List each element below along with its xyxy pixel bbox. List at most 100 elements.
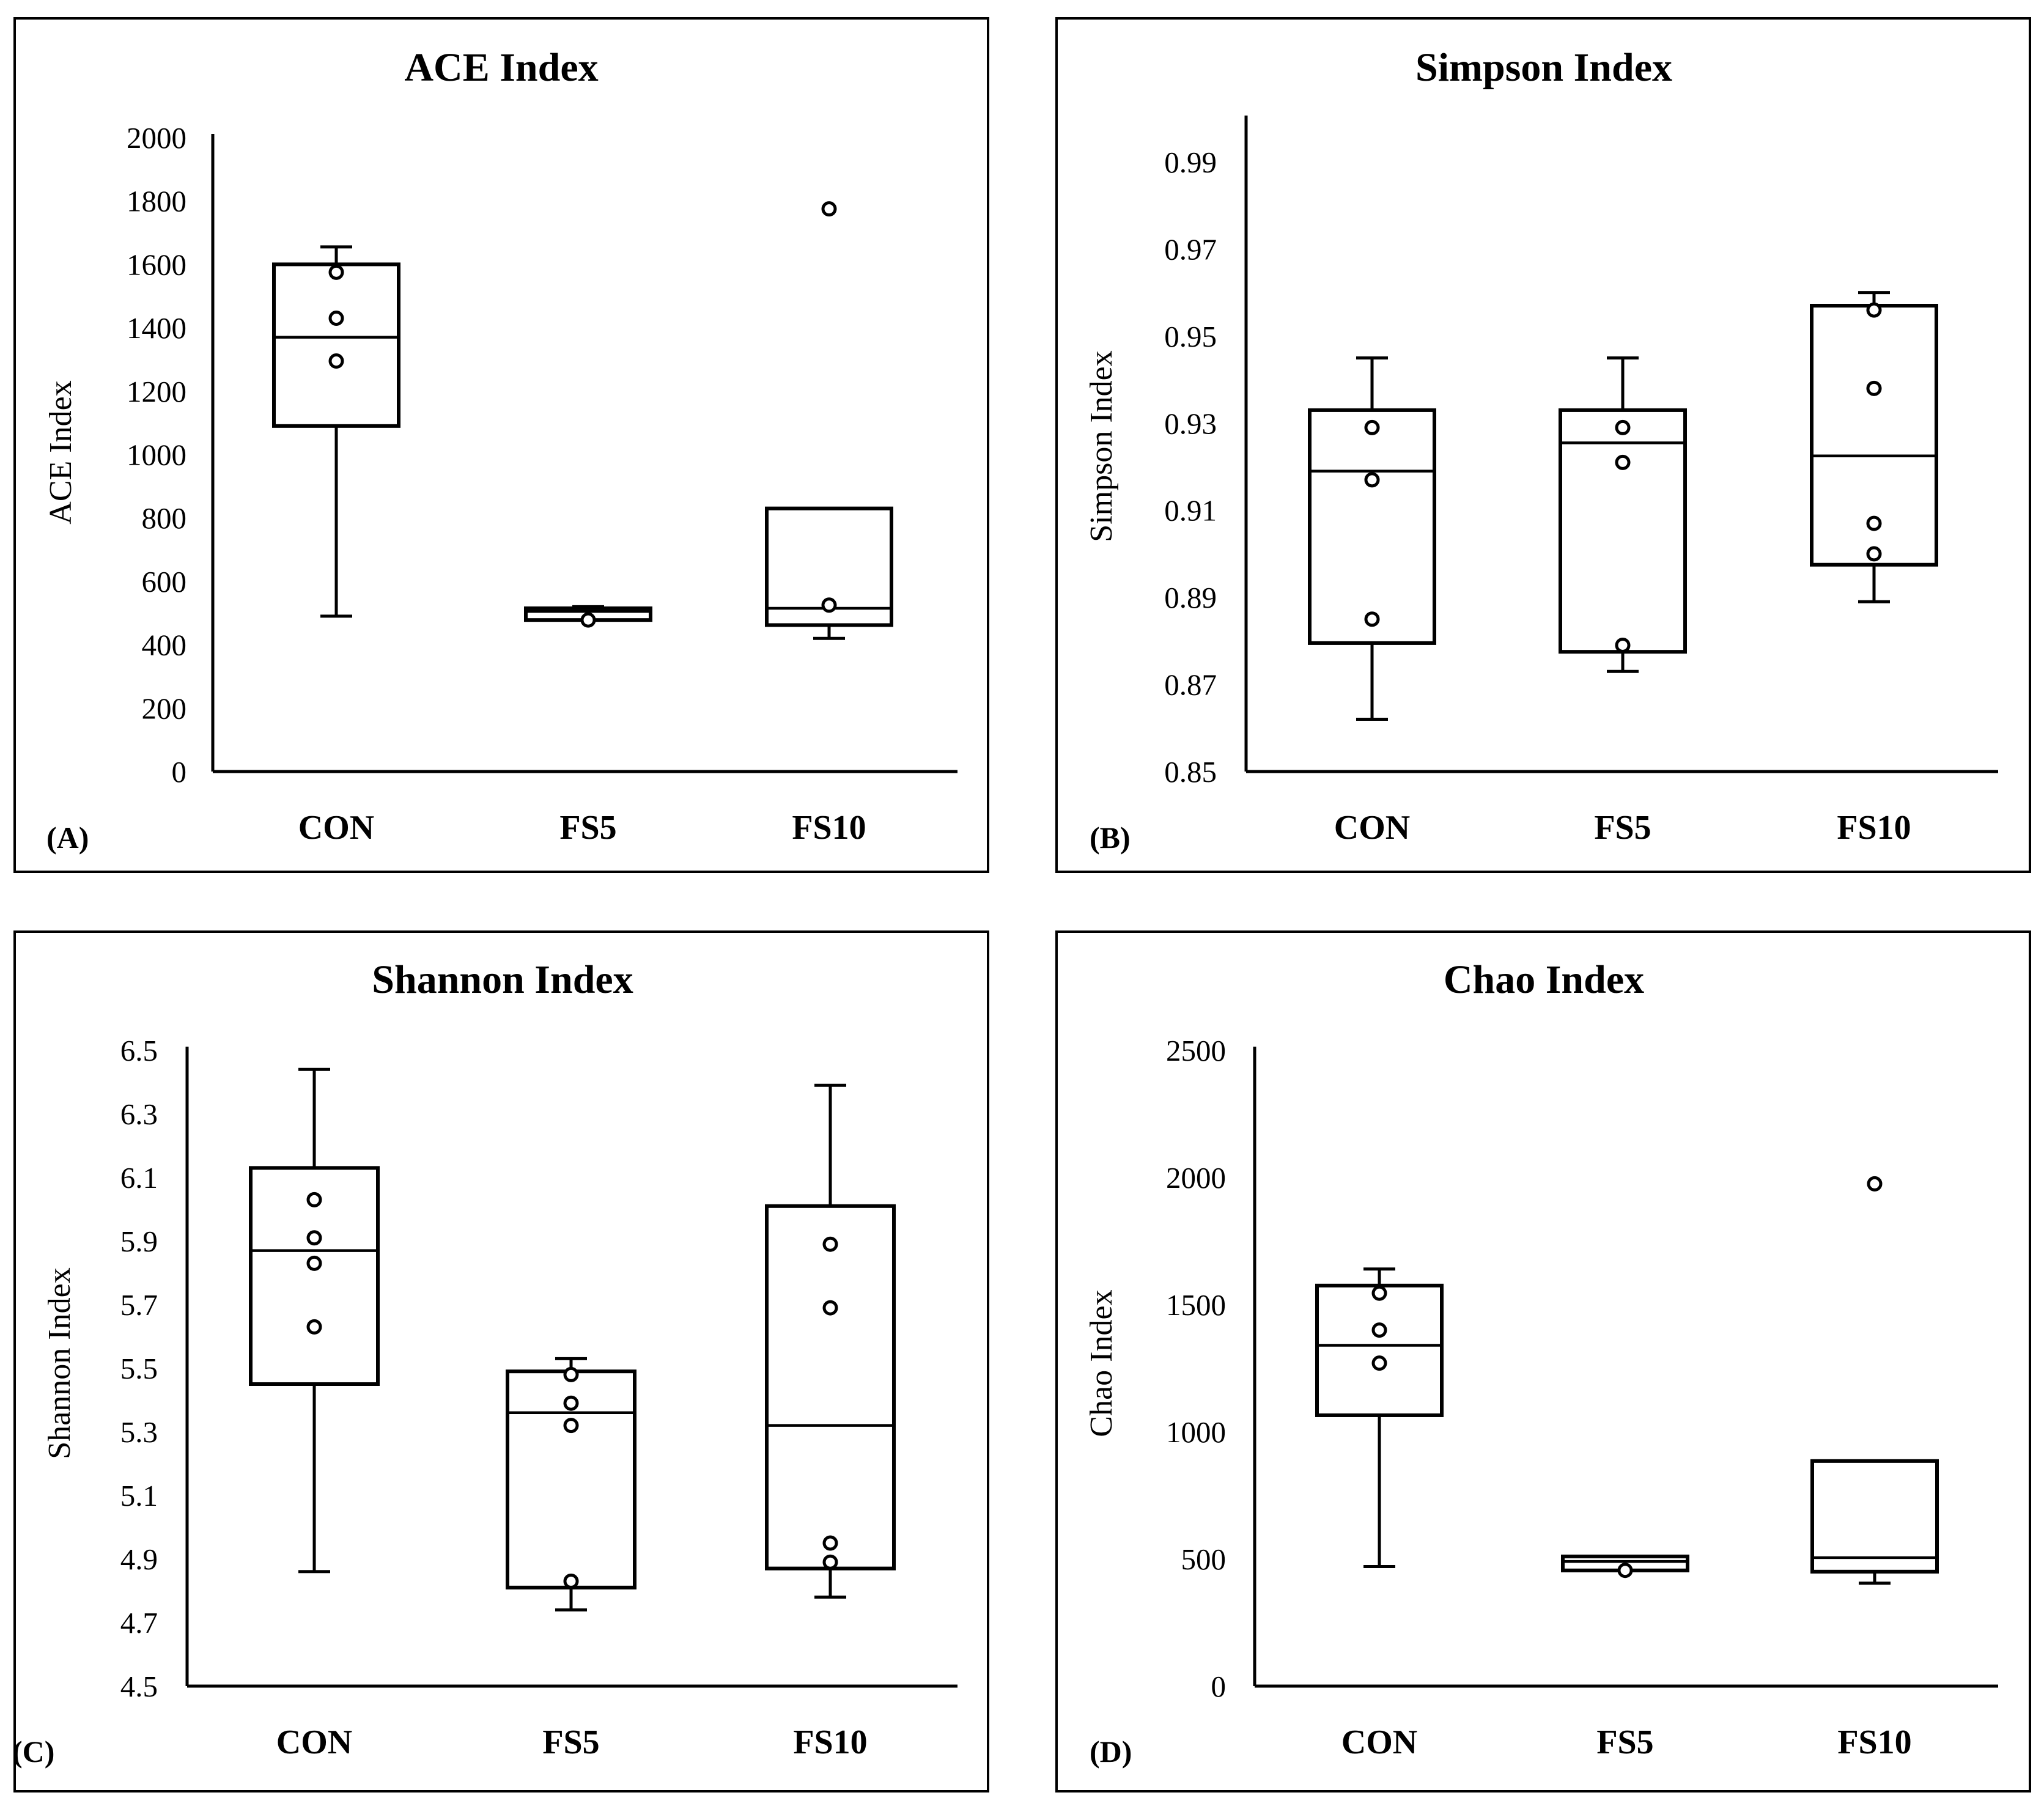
y-tick-label: 1000 [127, 438, 186, 472]
y-tick-label: 5.5 [120, 1352, 158, 1385]
data-point [328, 353, 344, 369]
y-tick-label: 0.97 [1164, 232, 1217, 266]
y-tick-label: 6.3 [120, 1097, 158, 1131]
data-point [1364, 611, 1380, 627]
panel-ace: ACE Index ACE Index (A) 0 200 400 600 800 100… [13, 17, 989, 873]
y-tick-label: 1000 [1166, 1415, 1226, 1449]
data-point [563, 1366, 579, 1382]
y-tick-label: 5.7 [120, 1288, 158, 1322]
y-tick-label: 2000 [1166, 1161, 1226, 1195]
y-tick-label: 0.85 [1164, 755, 1217, 789]
data-point [563, 1395, 579, 1411]
box-fs10 [1810, 1459, 1939, 1574]
y-tick-label: 5.3 [120, 1415, 158, 1449]
x-category-label: CON [298, 809, 374, 847]
data-point [1867, 1176, 1883, 1192]
y-tick-label: 0 [1211, 1670, 1227, 1703]
data-point [1615, 637, 1631, 653]
panel-shannon: Shannon Index Shannon Index (C) 4.5 4.7 4.… [12, 930, 989, 1792]
data-point [563, 1573, 579, 1589]
x-category-label: FS10 [1837, 809, 1911, 847]
y-tick-label: 5.1 [120, 1479, 158, 1512]
data-point [1371, 1322, 1387, 1338]
data-point [822, 1300, 838, 1316]
box-con [1308, 408, 1436, 645]
y-tick-label: 0.89 [1164, 581, 1217, 614]
data-point [563, 1418, 579, 1434]
data-point [822, 1535, 838, 1551]
y-tick-label: 600 [142, 565, 187, 599]
y-tick-label: 4.7 [120, 1606, 158, 1640]
x-category-label: FS5 [1596, 1723, 1653, 1761]
y-axis-label: Shannon Index [42, 1267, 77, 1459]
y-tick-label: 4.5 [120, 1670, 158, 1703]
y-tick-label: 1200 [127, 375, 186, 408]
data-point [306, 1319, 322, 1335]
data-point [822, 1236, 838, 1252]
x-category-label: FS5 [559, 809, 616, 847]
chart-title: ACE Index [404, 45, 598, 90]
y-tick-label: 0.99 [1164, 146, 1217, 179]
data-point [1371, 1355, 1387, 1371]
data-point [306, 1255, 322, 1271]
data-point [821, 201, 837, 217]
y-tick-label: 0.87 [1164, 668, 1217, 702]
panel-chao: Chao Index Chao Index (D) 0 500 1000 1500 20… [1055, 930, 2031, 1792]
y-axis-label: Simpson Index [1084, 350, 1119, 542]
data-point [1615, 419, 1631, 435]
panel-label: (B) [1090, 820, 1131, 855]
data-point [1866, 515, 1882, 531]
x-category-label: FS10 [793, 1723, 867, 1761]
y-tick-label: 6.1 [120, 1161, 158, 1195]
y-tick-label: 200 [142, 691, 187, 725]
x-category-label: FS5 [542, 1723, 599, 1761]
panel-frame [13, 17, 989, 873]
data-point [1866, 380, 1882, 396]
box-con [272, 262, 400, 428]
data-point [1371, 1285, 1387, 1301]
data-point [328, 311, 344, 326]
chart-title: Shannon Index [372, 957, 633, 1002]
y-tick-label: 0 [172, 755, 187, 789]
y-tick-label: 1400 [127, 311, 186, 345]
panel-simpson: Simpson Index Simpson Index (B) 0.85 0.87… [1055, 17, 2031, 873]
y-tick-label: 0.91 [1164, 494, 1217, 528]
data-point [580, 612, 596, 628]
panel-label: (C) [12, 1734, 54, 1769]
data-point [1364, 472, 1380, 488]
panel-frame [1055, 930, 2031, 1792]
y-tick-label: 0.93 [1164, 407, 1217, 440]
data-point [306, 1230, 322, 1246]
data-point [306, 1192, 322, 1207]
panel-frame [13, 930, 989, 1792]
y-tick-label: 1500 [1166, 1288, 1226, 1322]
y-axis-label: Chao Index [1084, 1289, 1119, 1437]
data-point [328, 264, 344, 280]
y-tick-label: 1600 [127, 248, 186, 281]
data-point [1364, 419, 1380, 435]
y-tick-label: 500 [1181, 1542, 1227, 1576]
panel-frame [1055, 17, 2031, 873]
y-tick-label: 800 [142, 501, 187, 535]
chart-title: Simpson Index [1415, 45, 1672, 90]
x-category-label: FS10 [792, 809, 866, 847]
y-tick-label: 5.9 [120, 1225, 158, 1258]
x-category-label: FS10 [1837, 1723, 1911, 1761]
y-tick-label: 0.95 [1164, 320, 1217, 353]
box-fs10 [765, 506, 893, 627]
y-tick-label: 1800 [127, 185, 186, 218]
x-category-label: FS5 [1594, 809, 1651, 847]
data-point [1866, 302, 1882, 318]
box-con [249, 1166, 380, 1387]
y-axis-label: ACE Index [43, 380, 78, 524]
data-point [1617, 1563, 1633, 1579]
y-tick-label: 2000 [127, 121, 186, 155]
data-point [821, 597, 837, 613]
panel-label: (A) [46, 820, 89, 855]
panel-label: (D) [1090, 1734, 1132, 1769]
y-tick-label: 4.9 [120, 1542, 158, 1576]
x-category-label: CON [276, 1723, 352, 1761]
y-tick-label: 400 [142, 628, 187, 662]
data-point [1866, 546, 1882, 562]
